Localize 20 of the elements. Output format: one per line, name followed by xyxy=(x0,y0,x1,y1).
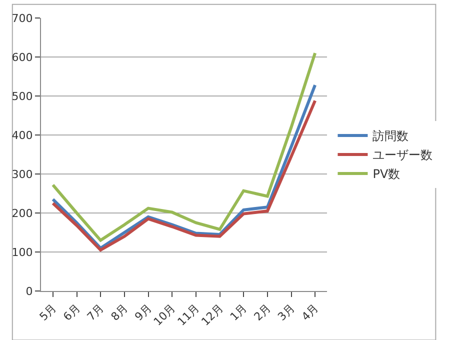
y-tick-label: 600 xyxy=(12,50,33,64)
y-tick-label: 100 xyxy=(12,246,33,259)
x-tick-label: 8月 xyxy=(108,302,130,324)
legend-label: PV数 xyxy=(372,167,400,182)
x-tick-label: 2月 xyxy=(252,302,274,324)
y-tick-label: 700 xyxy=(12,12,33,25)
x-tick-label: 6月 xyxy=(60,302,83,324)
y-tick-label: 200 xyxy=(12,206,33,220)
legend-label: ユーザー数 xyxy=(372,148,433,162)
y-tick-label: 500 xyxy=(12,90,33,103)
x-tick-label: 1月 xyxy=(228,302,250,324)
y-tick-label: 300 xyxy=(12,168,33,181)
y-tick-label: 400 xyxy=(12,128,33,142)
y-tick-label: 0 xyxy=(26,284,33,298)
x-tick-label: 7月 xyxy=(84,302,107,324)
legend-label: 訪問数 xyxy=(372,129,409,144)
x-tick-label: 4月 xyxy=(299,302,322,324)
x-tick-label: 3月 xyxy=(275,302,298,324)
line-series xyxy=(51,52,317,242)
x-tick-label: 5月 xyxy=(37,302,59,324)
